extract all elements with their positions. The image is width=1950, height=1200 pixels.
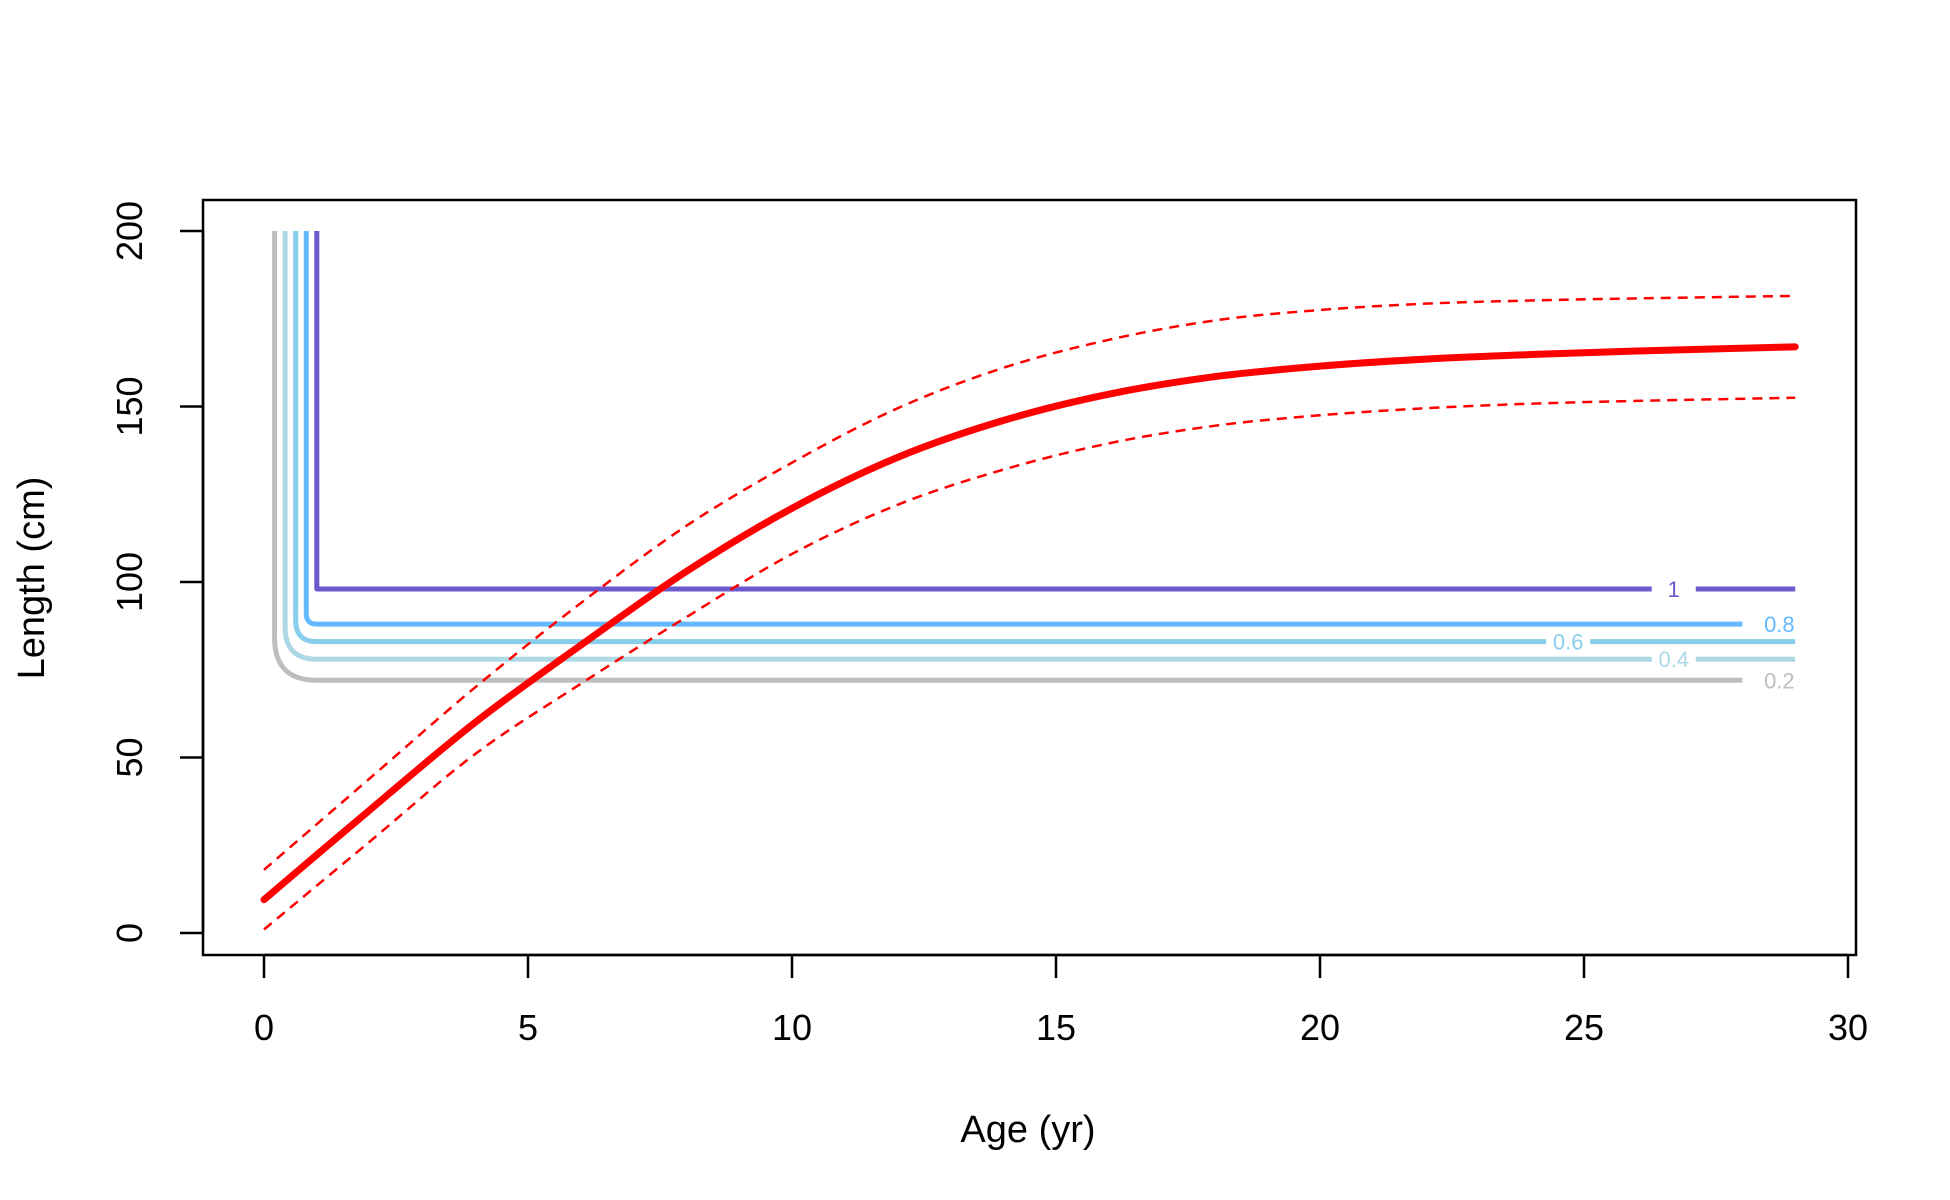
y-axis: 0 50 100 150 200 [109, 201, 205, 943]
contour-labels: 0.2 0.4 0.6 0.8 1 [1546, 577, 1802, 693]
selectivity-contours [272, 231, 1796, 683]
y-tick-label: 100 [109, 552, 150, 612]
contour-label-0-8: 0.8 [1764, 612, 1795, 637]
x-tick-label: 20 [1300, 1007, 1340, 1048]
y-tick-label: 0 [109, 923, 150, 943]
x-tick-label: 10 [772, 1007, 812, 1048]
selectivity-contour-1 [314, 231, 1796, 592]
selectivity-contour-0-2 [272, 231, 1743, 683]
contour-label-1: 1 [1668, 577, 1680, 602]
contour-label-bg [1757, 668, 1802, 693]
contour-label-bg [1546, 629, 1591, 654]
contour-label-0-6: 0.6 [1553, 630, 1584, 655]
contour-label-0-2: 0.2 [1764, 668, 1795, 693]
growth-upper-bound [263, 294, 1796, 871]
growth-lower-bound [263, 396, 1796, 931]
x-tick-label: 30 [1828, 1007, 1868, 1048]
y-axis-title: Length (cm) [11, 477, 53, 680]
contour-label-bg [1651, 577, 1696, 602]
y-tick-label: 50 [109, 737, 150, 777]
x-tick-label: 15 [1036, 1007, 1076, 1048]
x-tick-label: 25 [1564, 1007, 1604, 1048]
y-tick-label: 200 [109, 201, 150, 261]
contour-label-bg [1651, 647, 1696, 672]
contour-label-0-4: 0.4 [1658, 647, 1689, 672]
selectivity-contour-0-8 [303, 231, 1743, 627]
x-axis-title: Age (yr) [960, 1109, 1095, 1151]
selectivity-contour-0-6 [293, 231, 1796, 645]
selectivity-contour-0-4 [282, 231, 1796, 662]
contour-label-bg [1757, 612, 1802, 637]
x-tick-label: 5 [518, 1007, 538, 1048]
growth-mean-line [260, 343, 1799, 904]
y-tick-label: 150 [109, 376, 150, 436]
x-tick-label: 0 [254, 1007, 274, 1048]
growth-curve-group [260, 294, 1799, 931]
x-axis: 0 5 10 15 20 25 30 [254, 953, 1868, 1048]
